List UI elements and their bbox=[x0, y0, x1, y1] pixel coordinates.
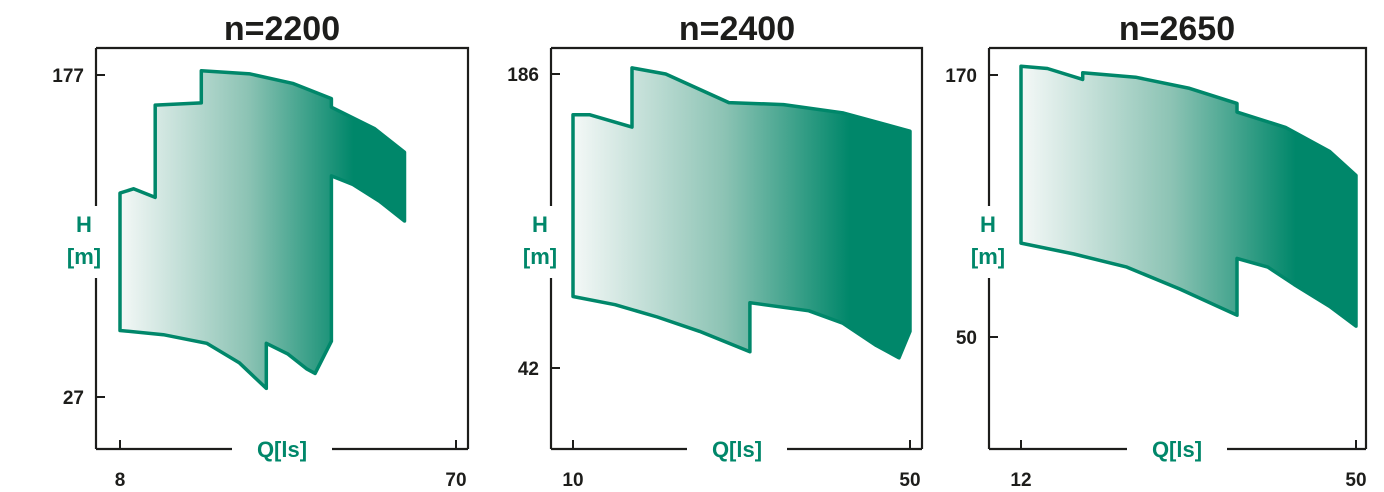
x-axis-label: Q[ls] bbox=[1152, 437, 1202, 462]
x-tick-label: 50 bbox=[1345, 470, 1366, 491]
y-axis-label: H bbox=[532, 212, 548, 237]
chart-panel-1: n=2200 8 70 177 27 Q[ls] H [m] bbox=[52, 10, 470, 491]
y-tick-label: 186 bbox=[507, 65, 539, 86]
x-tick-label: 50 bbox=[899, 470, 920, 491]
chart-panel-3: n=2650 12 50 170 50 Q[ls] H [m] bbox=[945, 10, 1368, 491]
chart-title: n=2200 bbox=[224, 10, 340, 48]
x-tick-label: 8 bbox=[115, 470, 126, 491]
y-tick-label: 42 bbox=[518, 359, 539, 380]
x-tick-label: 70 bbox=[445, 470, 466, 491]
x-axis-label: Q[ls] bbox=[257, 437, 307, 462]
chart-title: n=2400 bbox=[679, 10, 795, 48]
operating-range-area bbox=[1019, 64, 1358, 328]
y-axis-label: H bbox=[980, 212, 996, 237]
y-axis-label: H bbox=[76, 212, 92, 237]
plot-frame bbox=[551, 46, 924, 449]
y-tick-label: 27 bbox=[63, 388, 84, 409]
plot-frame bbox=[96, 46, 470, 449]
y-axis-label: [m] bbox=[523, 244, 557, 269]
x-tick-label: 12 bbox=[1010, 470, 1031, 491]
operating-range-area bbox=[118, 68, 407, 391]
plot-frame bbox=[989, 46, 1368, 449]
x-tick-label: 10 bbox=[562, 470, 583, 491]
chart-title: n=2650 bbox=[1119, 10, 1235, 48]
y-tick-label: 170 bbox=[945, 66, 977, 87]
x-axis-label: Q[ls] bbox=[712, 437, 762, 462]
chart-panel-2: n=2400 10 50 186 42 Q[ls] H [m] bbox=[507, 10, 924, 491]
y-axis-label: [m] bbox=[971, 244, 1005, 269]
y-tick-label: 177 bbox=[52, 66, 84, 87]
operating-range-area bbox=[571, 66, 912, 360]
y-tick-label: 50 bbox=[956, 328, 977, 349]
y-axis-label: [m] bbox=[67, 244, 101, 269]
